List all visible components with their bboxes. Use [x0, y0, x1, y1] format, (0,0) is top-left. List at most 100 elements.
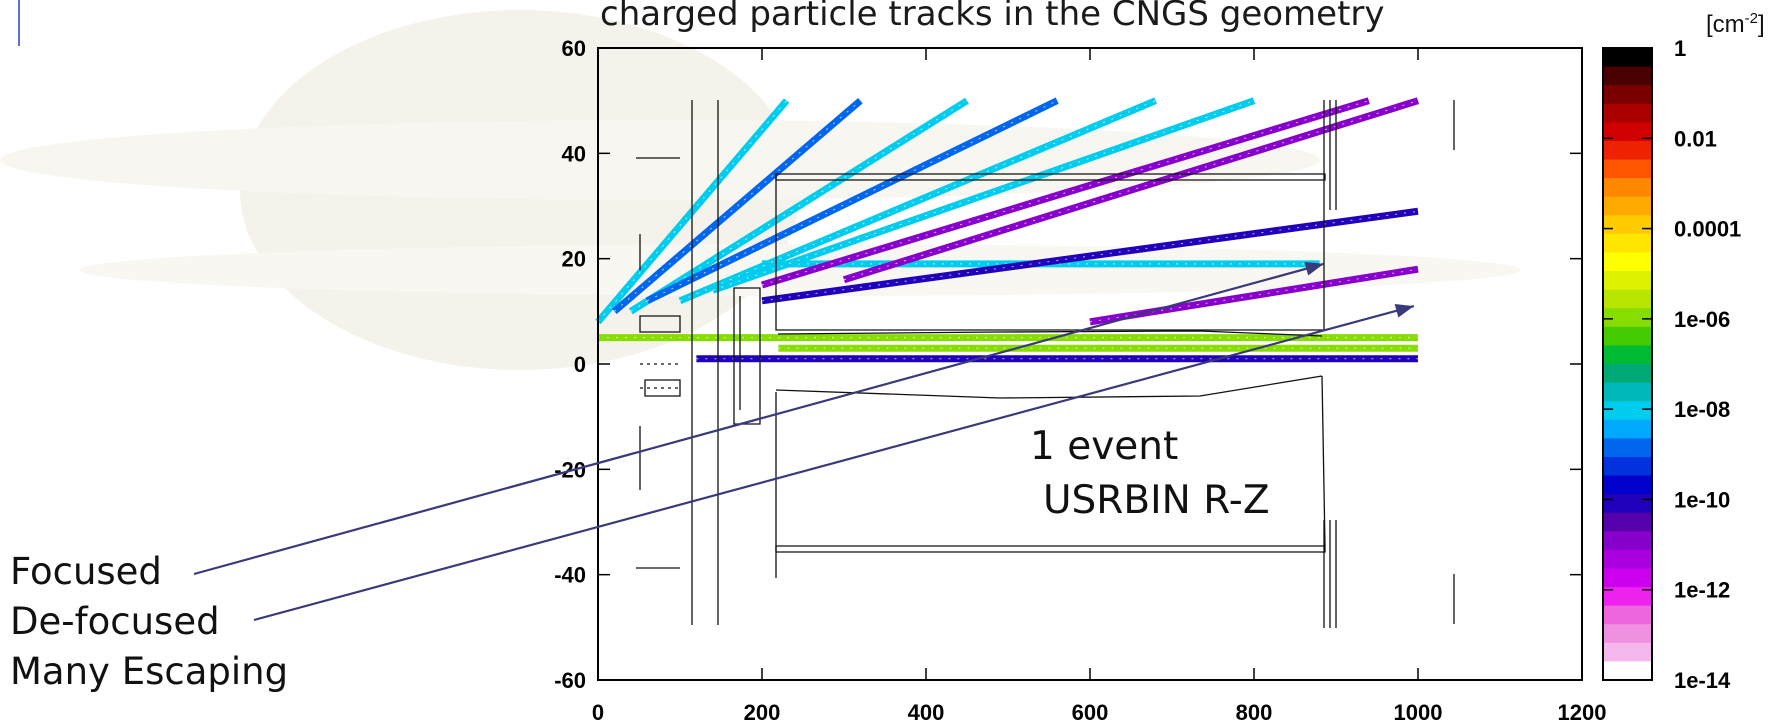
- colorbar-swatch: [1603, 48, 1652, 68]
- colorbar-swatch: [1603, 568, 1652, 588]
- colorbar-swatch: [1603, 642, 1652, 663]
- x-tick-label: 1000: [1394, 700, 1443, 725]
- track-texture: [843, 100, 1419, 281]
- track-line: [760, 97, 1370, 289]
- track-escaping: [628, 97, 969, 315]
- track-escaping: [711, 97, 1256, 294]
- tunnel-lower-outline: [775, 375, 1323, 399]
- callout-defocused: De-focused: [10, 600, 220, 643]
- colorbar-swatch: [1603, 661, 1652, 681]
- track-line: [761, 207, 1419, 305]
- y-tick-label: 40: [562, 141, 586, 166]
- arrow-line: [253, 305, 1415, 622]
- x-tick-label: 800: [1236, 700, 1273, 725]
- tracks-layer: [595, 97, 1420, 363]
- colorbar-tick-label: 0.0001: [1674, 217, 1741, 242]
- y-tick-label: 0: [574, 352, 586, 377]
- colorbar-swatch: [1603, 401, 1652, 421]
- colorbar-tick-label: 1e-14: [1674, 668, 1731, 693]
- y-tick-label: -40: [554, 563, 586, 588]
- colorbar-swatch: [1603, 140, 1652, 161]
- colorbar-tick-label: 1: [1674, 36, 1686, 61]
- colorbar-swatch: [1603, 364, 1652, 384]
- arrow-defocused: [253, 304, 1415, 622]
- y-tick-label: 60: [562, 36, 586, 61]
- track-texture: [712, 100, 1255, 291]
- tunnel-lower-box: [775, 545, 1326, 553]
- tunnel-upper-floor: [777, 330, 1323, 337]
- tunnel-lower-right: [1321, 375, 1326, 547]
- target-station: [639, 315, 681, 397]
- track-line: [612, 98, 863, 314]
- track-escaping: [645, 97, 1059, 304]
- track-escaping: [612, 98, 863, 314]
- colorbar: 1 0.01 0.0001 1e-06 1e-08 1e-10 1e-12 1e-14: [1602, 36, 1741, 693]
- colorbar-tick-label: 0.01: [1674, 126, 1717, 151]
- plot-frame: [597, 47, 1583, 681]
- colorbar-swatch: [1603, 345, 1652, 365]
- arrow-focused: [193, 261, 1324, 576]
- decay-pipe-lower-right: [1323, 520, 1337, 628]
- arrow-line: [193, 262, 1324, 576]
- colorbar-swatch: [1603, 326, 1652, 347]
- track-escaping: [760, 97, 1370, 289]
- colorbar-swatch: [1603, 66, 1652, 86]
- colorbar-tick-label: 1e-08: [1674, 397, 1730, 422]
- tunnel-upper-wall: [775, 174, 1325, 331]
- colorbar-swatch: [1603, 252, 1652, 272]
- callout-focused: Focused: [10, 550, 162, 593]
- colorbar-swatch: [1603, 438, 1652, 458]
- colorbar-swatch: [1603, 122, 1652, 142]
- x-tick-label: 600: [1072, 700, 1109, 725]
- track-line: [645, 97, 1059, 304]
- track-texture: [630, 100, 968, 312]
- colorbar-swatch: [1603, 271, 1652, 291]
- track-line: [678, 97, 1157, 305]
- cngs-geometry-outline: [636, 100, 1455, 628]
- slide-left-rule: [18, 0, 20, 46]
- colorbar-swatch: [1603, 587, 1652, 607]
- target-dots: [640, 363, 680, 389]
- track-escaping: [842, 97, 1420, 284]
- colorbar-tick-label: 1e-06: [1674, 307, 1730, 332]
- x-tick-label: 200: [744, 700, 781, 725]
- colorbar-swatch: [1603, 456, 1652, 477]
- shield-left: [691, 100, 719, 625]
- track-de-focused: [761, 207, 1419, 305]
- colorbar-swatch: [1603, 289, 1652, 309]
- colorbar-swatch: [1603, 624, 1652, 644]
- usrbin-label: USRBIN R-Z: [1043, 478, 1270, 523]
- colorbar-swatch: [1603, 233, 1652, 254]
- x-tick-label: 400: [908, 700, 945, 725]
- event-count-label: 1 event: [1030, 424, 1179, 469]
- callout-arrows: [193, 261, 1415, 622]
- arrow-head: [1304, 261, 1324, 276]
- y-tick-label: -60: [554, 668, 586, 693]
- colorbar-swatch: [1603, 605, 1652, 625]
- colorbar-swatch: [1603, 103, 1652, 123]
- colorbar-swatch: [1603, 308, 1652, 328]
- reflector: [733, 287, 761, 425]
- colorbar-swatch: [1603, 178, 1652, 198]
- y-tick-label: 20: [562, 247, 586, 272]
- colorbar-swatch: [1603, 419, 1652, 439]
- track-escaping: [678, 97, 1157, 305]
- colorbar-tick-label: 1e-12: [1674, 578, 1730, 603]
- colorbar-swatch: [1603, 382, 1652, 402]
- colorbar-swatch: [1603, 215, 1652, 235]
- colorbar-tick-label: 1e-10: [1674, 487, 1730, 512]
- colorbar-frame: [1602, 47, 1653, 681]
- decay-pipe-upper-right: [1323, 100, 1337, 330]
- colorbar-unit: [cm-2]: [1706, 10, 1765, 38]
- colorbar-swatch: [1603, 512, 1652, 532]
- x-tick-label: 0: [592, 700, 604, 725]
- colorbar-swatch: [1603, 196, 1652, 216]
- colorbar-swatch: [1603, 159, 1652, 179]
- colorbar-swatch: [1603, 475, 1652, 495]
- colorbar-swatch: [1603, 85, 1652, 105]
- x-tick-label: 1200: [1558, 700, 1607, 725]
- colorbar-swatch: [1603, 549, 1652, 570]
- callout-escaping: Many Escaping: [10, 650, 289, 693]
